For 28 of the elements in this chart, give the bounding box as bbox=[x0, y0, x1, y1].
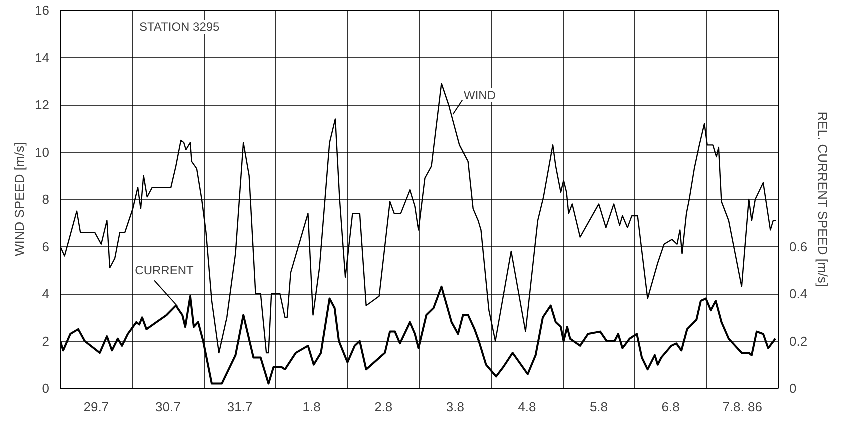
y-tick-label: 6 bbox=[42, 239, 50, 254]
x-tick-label: 7.8. 86 bbox=[722, 400, 762, 414]
x-tick-label: 4.8 bbox=[518, 400, 536, 414]
x-tick-label: 31.7 bbox=[227, 400, 253, 414]
y-tick-label: 10 bbox=[35, 144, 50, 160]
series-label: WIND bbox=[464, 88, 496, 103]
y2-axis-title: REL. CURRENT SPEED [m/s] bbox=[816, 112, 831, 288]
x-tick-label: 6.8 bbox=[662, 400, 680, 414]
x-tick-label: 5.8 bbox=[590, 400, 608, 414]
y-tick-label: 14 bbox=[35, 50, 50, 66]
x-tick-label: 3.8 bbox=[446, 400, 464, 414]
x-tick-label: 30.7 bbox=[156, 400, 181, 414]
y2-tick-label: 0.6 bbox=[790, 239, 808, 254]
x-tick-label: 1.8 bbox=[302, 400, 321, 414]
y2-tick-label: 0.2 bbox=[790, 334, 808, 349]
y-tick-label: 12 bbox=[35, 98, 50, 112]
series-label: CURRENT bbox=[135, 263, 195, 278]
annotation: STATION 3295 bbox=[139, 20, 220, 34]
y2-tick-label: 0 bbox=[790, 381, 797, 396]
y-tick-label: 16 bbox=[35, 3, 50, 18]
y-tick-label: 4 bbox=[42, 286, 50, 302]
y-tick-label: 8 bbox=[42, 192, 50, 207]
y-axis-title: WIND SPEED [m/s] bbox=[12, 142, 28, 257]
x-tick-label: 2.8 bbox=[374, 400, 393, 414]
y-tick-label: 0 bbox=[42, 381, 50, 396]
x-tick-label: 29.7 bbox=[84, 400, 110, 414]
y-tick-label: 2 bbox=[42, 334, 50, 349]
y2-tick-label: 0.4 bbox=[790, 286, 808, 302]
